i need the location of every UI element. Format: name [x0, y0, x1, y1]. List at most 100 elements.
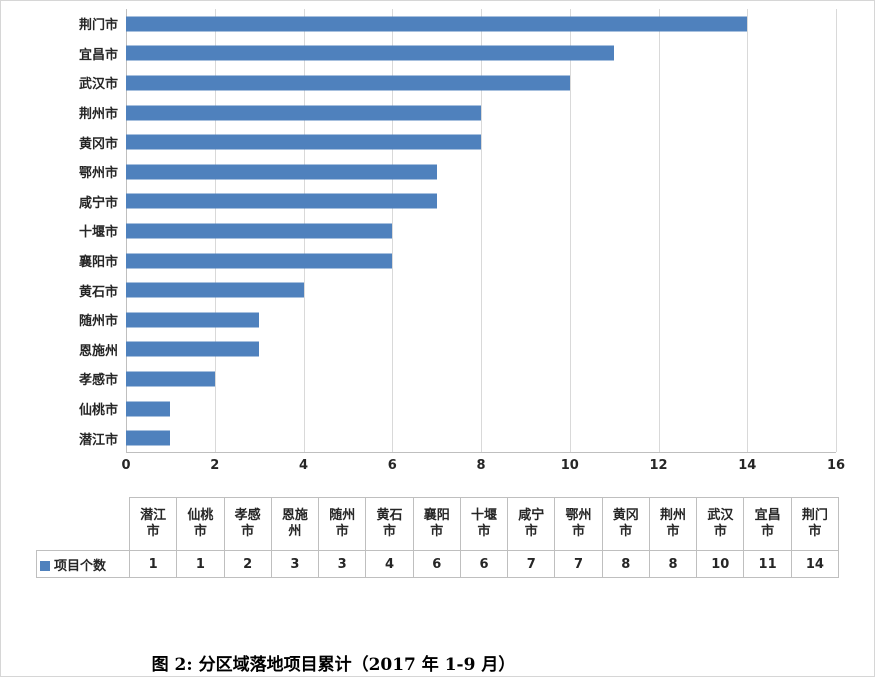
table-column-header: 襄阳市	[412, 497, 461, 551]
table-column-header: 潜江市	[128, 497, 178, 551]
table-value-cell: 3	[318, 550, 367, 578]
table-value-cell: 8	[601, 550, 650, 578]
category-label: 荆州市	[78, 107, 118, 123]
table-value-cell: 10	[696, 550, 745, 578]
category-label: 咸宁市	[78, 195, 118, 211]
bar	[126, 45, 615, 61]
data-table: 潜江市 仙桃市 孝感市 恩施州 随州市 黄石市 襄阳市 十堰市 咸宁市 鄂州市 黄冈市 荆州市 武汉市宜…	[36, 497, 840, 578]
chart-row: 孝感市	[1, 364, 874, 394]
bar	[126, 430, 171, 446]
bar	[126, 401, 171, 417]
category-label: 潜江市	[78, 432, 118, 448]
chart-rows: 荆门市宜昌市武汉市荆州市黄冈市鄂州市咸宁市十堰市襄阳市黄石市随州市恩施州孝感市仙…	[1, 9, 874, 453]
table-column-header: 黄冈市	[601, 497, 650, 551]
table-column-header: 黄石市	[365, 497, 414, 551]
table-value-cell: 7	[507, 550, 556, 578]
table-value-cell: 8	[648, 550, 698, 578]
bar-track	[126, 9, 836, 39]
table-value-cell: 14	[790, 550, 840, 578]
x-tick-label: 10	[560, 458, 579, 473]
chart-row: 仙桃市	[1, 394, 874, 424]
category-label: 黄冈市	[78, 136, 118, 152]
chart-row: 随州市	[1, 305, 874, 335]
table-value-cell: 1	[128, 550, 178, 578]
chart-row: 十堰市	[1, 216, 874, 246]
bar	[126, 105, 481, 121]
category-label: 十堰市	[78, 225, 118, 241]
bar	[126, 75, 570, 91]
gridline	[481, 9, 482, 452]
bar-track	[126, 39, 836, 69]
table-column-header: 恩施州	[270, 497, 320, 551]
bar	[126, 193, 437, 209]
table-corner-cell	[36, 497, 130, 551]
table-column-header: 咸宁市	[507, 497, 556, 551]
table-column-header: 宜昌市	[743, 497, 792, 551]
category-label: 襄阳市	[78, 255, 118, 271]
table-column-header: 荆门市	[790, 497, 840, 551]
chart-row: 鄂州市	[1, 157, 874, 187]
bar	[126, 164, 437, 180]
chart-row: 黄冈市	[1, 127, 874, 157]
gridline	[658, 9, 660, 452]
category-label: 黄石市	[78, 284, 118, 300]
category-label: 恩施州	[78, 343, 118, 359]
series-label: 项目个数	[54, 558, 107, 574]
category-label: 孝感市	[78, 373, 118, 389]
bar	[126, 16, 748, 32]
x-tick-label: 6	[387, 458, 397, 473]
bar-track	[126, 335, 836, 365]
bar	[126, 341, 260, 357]
bar-chart: 荆门市宜昌市武汉市荆州市黄冈市鄂州市咸宁市十堰市襄阳市黄石市随州市恩施州孝感市仙…	[1, 1, 874, 479]
series-label-cell: 项目个数	[36, 550, 130, 578]
chart-row: 武汉市	[1, 68, 874, 98]
plot-area: 荆门市宜昌市武汉市荆州市黄冈市鄂州市咸宁市十堰市襄阳市黄石市随州市恩施州孝感市仙…	[1, 9, 874, 453]
chart-row: 黄石市	[1, 275, 874, 305]
bar-track	[126, 157, 836, 187]
bar	[126, 253, 393, 269]
table-column-header: 荆州市	[648, 497, 698, 551]
table-value-cell: 11	[743, 550, 792, 578]
category-label: 仙桃市	[78, 403, 118, 419]
x-tick-label: 4	[298, 458, 309, 473]
chart-row: 咸宁市	[1, 187, 874, 217]
gridline	[569, 9, 571, 452]
table-column-header: 随州市	[318, 497, 367, 551]
chart-row: 荆州市	[1, 98, 874, 128]
chart-row: 宜昌市	[1, 39, 874, 69]
category-label: 武汉市	[78, 77, 118, 93]
bar	[126, 282, 304, 298]
bar	[126, 312, 260, 328]
x-tick-label: 8	[476, 458, 486, 473]
bar-track	[126, 305, 836, 335]
x-tick-label: 16	[826, 458, 846, 473]
table-column-header: 仙桃市	[176, 497, 225, 551]
chart-row: 恩施州	[1, 335, 874, 365]
bar-track	[126, 127, 836, 157]
bar-track	[126, 394, 836, 424]
category-label: 宜昌市	[78, 47, 118, 63]
bar-track	[126, 364, 836, 394]
bar-track	[126, 187, 836, 217]
bar-track	[126, 275, 836, 305]
table-value-cell: 3	[270, 550, 320, 578]
bar-track	[126, 98, 836, 128]
gridline	[747, 9, 749, 452]
bar-track	[126, 423, 836, 453]
category-label: 随州市	[78, 314, 118, 330]
chart-row: 潜江市	[1, 423, 874, 453]
chart-row: 荆门市	[1, 9, 874, 39]
table-column-header: 孝感市	[223, 497, 272, 551]
table-value-cell: 2	[223, 550, 272, 578]
legend-swatch-icon	[40, 560, 50, 571]
x-tick-label: 12	[649, 458, 668, 473]
table-column-header: 十堰市	[459, 497, 509, 551]
table-value-cell: 6	[412, 550, 461, 578]
table-header-row: 潜江市 仙桃市 孝感市 恩施州 随州市 黄石市 襄阳市 十堰市 咸宁市 鄂州市 黄冈市 荆州市 武汉市宜…	[36, 497, 840, 551]
bar-track	[126, 216, 836, 246]
chart-caption: 图 2: 分区域落地项目累计（2017 年 1-9 月）	[151, 655, 516, 675]
bar	[126, 134, 481, 150]
bar-track	[126, 246, 836, 276]
x-tick-label: 0	[121, 458, 131, 473]
